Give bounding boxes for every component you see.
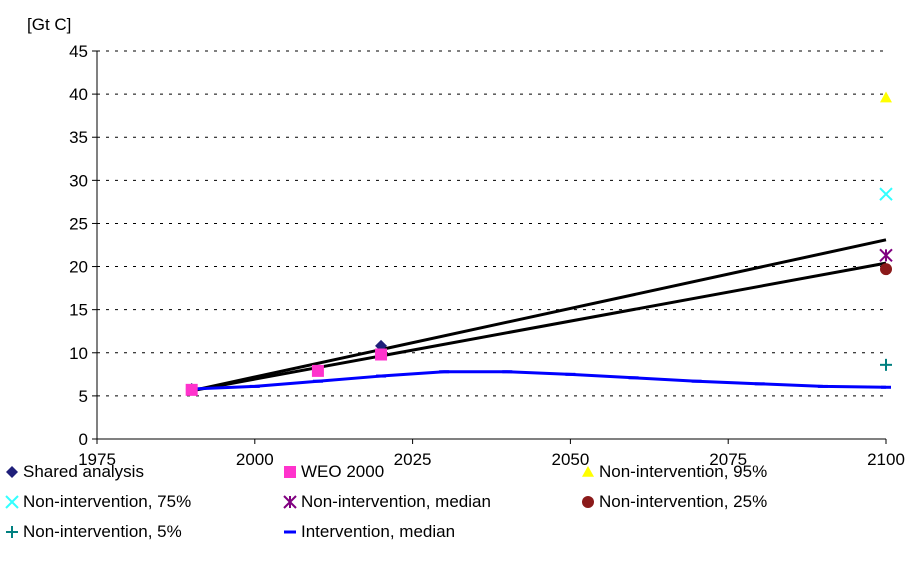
legend-item: Shared analysis [4,460,144,484]
y-tick-label: 35 [69,128,88,147]
intervention-point [249,384,260,388]
legend-label: Non-intervention, 95% [599,462,768,481]
asterisk-marker-icon [283,495,297,509]
intervention-line [191,370,887,391]
non-intervention-95-point [880,91,892,103]
gridlines [97,50,886,397]
y-axis-label: [Gt C] [27,15,71,34]
trend-line [191,238,887,393]
weo-2000-point [375,348,388,361]
legend-marker [6,526,18,538]
y-tick-label: 5 [79,387,88,406]
legend-marker [284,530,296,534]
y-tick-label: 45 [69,42,88,61]
legend-item: Non-intervention, 75% [4,490,191,514]
intervention-point [502,370,513,374]
y-tick-label: 20 [69,258,88,277]
weo-2000-point [311,364,324,377]
legend-marker [284,466,296,478]
intervention-point [439,370,450,374]
legend-marker [6,466,18,478]
x-tick-label: 2025 [394,450,432,469]
legend-label: Non-intervention, median [301,492,491,511]
x-tick-label: 1975 [78,450,116,469]
circle-marker-icon [582,496,594,508]
x-marker-icon [5,495,19,509]
non-intervention-5-point [880,358,892,371]
y-tick-label: 10 [69,344,88,363]
weo-2000-point [185,383,198,396]
legend-marker [582,496,594,508]
intervention-point [817,384,828,388]
x-tick-label: 2000 [236,450,274,469]
intervention-point [565,372,576,376]
intervention-point [754,382,765,386]
y-tick-label: 30 [69,171,88,190]
legend-marker [5,495,19,509]
legend: Shared analysis WEO 2000 Non-intervention,… [0,460,911,578]
trend-lines [191,238,887,393]
legend-label: Shared analysis [23,462,144,481]
trend-line [191,261,887,393]
intervention-point [312,379,323,383]
legend-item: Non-intervention, 95% [580,460,767,484]
diamond-marker-icon [6,466,18,478]
intervention-point [691,379,702,383]
plus-marker-icon [6,526,18,538]
legend-item: Non-intervention, 5% [4,520,182,544]
legend-label: Non-intervention, 75% [23,492,192,511]
x-tick-label: 2100 [867,450,905,469]
intervention-point [628,376,639,380]
x-tick-label: 2075 [709,450,747,469]
triangle-marker-icon [582,466,594,477]
non-intervention-25-point [880,263,892,276]
legend-item: WEO 2000 [282,460,384,484]
legend-marker [283,495,297,509]
square-marker-icon [284,466,296,478]
legend-label: Intervention, median [301,522,456,541]
non-intervention-75-point [879,187,893,201]
intervention-point [881,385,891,389]
legend-item: Non-intervention, 25% [580,490,767,514]
y-tick-label: 0 [79,430,88,449]
y-tick-labels: 0 5 10 15 20 25 30 35 40 45 [69,42,97,449]
y-tick-label: 25 [69,214,88,233]
non-intervention-median-point [879,248,893,263]
y-tick-label: 40 [69,85,88,104]
y-tick-label: 15 [69,301,88,320]
legend-label: Non-intervention, 5% [23,522,182,541]
x-tick-label: 2050 [551,450,589,469]
marker-series [185,91,893,396]
legend-label: WEO 2000 [301,462,385,481]
x-tick-labels: 1975 2000 2025 2050 2075 2100 [78,439,905,469]
axes [96,51,886,440]
dash-marker-icon [284,530,296,534]
legend-label: Non-intervention, 25% [599,492,768,511]
intervention-point [376,374,387,378]
legend-item: Intervention, median [282,520,455,544]
intervention-series [186,370,891,391]
legend-marker [582,466,594,477]
legend-item: Non-intervention, median [282,490,491,514]
